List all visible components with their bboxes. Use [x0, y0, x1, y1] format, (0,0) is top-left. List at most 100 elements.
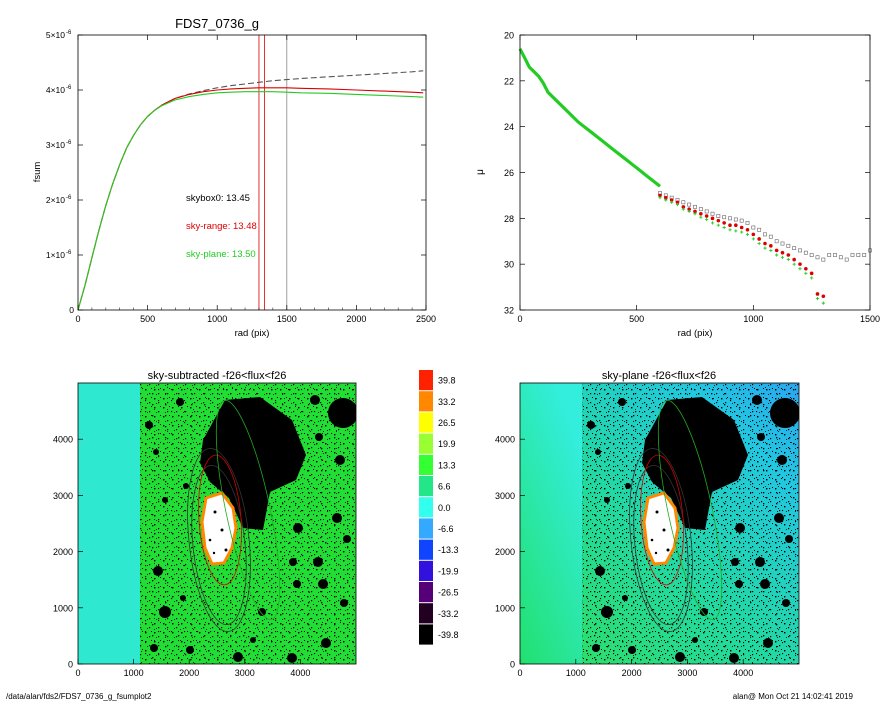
chart-title: FDS7_0736_g: [175, 16, 259, 31]
x-tick-label: 1000: [207, 314, 227, 324]
data-point-sky0: [821, 257, 826, 262]
y-tick-label: 28: [504, 214, 514, 224]
core-dots: [208, 510, 228, 555]
data-point-sky-range: [786, 253, 791, 257]
annotation-sky-range: sky-range: 13.48: [186, 221, 257, 232]
image-frame: [77, 382, 357, 665]
data-point-sky0: [809, 253, 814, 257]
data-point-sky0: [704, 209, 709, 214]
y-tick-label: 2×10: [46, 195, 65, 205]
data-point-sky0: [722, 215, 727, 220]
data-point-sky-plane: [699, 215, 703, 219]
y-tick-label: 1000: [495, 603, 515, 613]
galaxy-mask: [200, 397, 306, 530]
y-tick-label: 26: [504, 168, 514, 178]
data-point-sky-plane: [792, 262, 796, 266]
galaxy-mask: [642, 397, 748, 530]
data-point-sky0: [862, 253, 867, 257]
data-point-sky0: [792, 246, 797, 251]
data-point-sky-range: [734, 223, 738, 228]
colorbar-label: -39.8: [438, 630, 459, 640]
data-point-sky-range: [769, 244, 773, 248]
x-tick-label: 0: [517, 668, 522, 678]
data-point-sky-range: [798, 262, 802, 266]
series-line-1: [77, 87, 424, 311]
axis-ticks: 0 500 1000 1500 20 22 24 26 28 30 32: [504, 31, 880, 325]
data-point-sky0: [710, 211, 715, 216]
x-tick-label: 2500: [416, 314, 436, 324]
data-point-sky-plane: [693, 212, 697, 216]
y-axis-label: μ: [475, 169, 486, 175]
colorbar-label: 0.0: [438, 503, 451, 513]
colorbar-label: -6.6: [438, 524, 454, 534]
axis-ticks: 0 1000 2000 3000 4000 0 1000 2000 3000 4000: [495, 435, 753, 678]
plot-area: [77, 35, 424, 311]
data-point-sky0: [733, 217, 738, 222]
data-point-sky0: [827, 253, 832, 257]
data-point-sky-range: [675, 200, 680, 205]
x-tick-label: 0: [517, 314, 522, 324]
data-point-sky-plane: [687, 209, 691, 214]
data-point-sky0: [780, 241, 785, 246]
data-point-sky-range: [704, 214, 709, 218]
data-point-sky0: [757, 227, 762, 232]
y-tick-exponent: -6: [66, 195, 72, 201]
data-point-sky-range: [774, 248, 779, 253]
sky-plane-image: sky-plane -f26<flux<f26: [495, 370, 800, 678]
data-point-sky-range: [792, 257, 796, 262]
uncovered-strip: [78, 383, 140, 664]
colorbar-label: -26.5: [438, 588, 459, 598]
x-tick-label: 1500: [277, 314, 297, 324]
data-point-sky0: [838, 255, 843, 260]
y-tick-label: 20: [504, 31, 514, 41]
colorbar-label: 39.8: [438, 376, 456, 386]
data-point-sky0: [681, 200, 686, 205]
series-line-2: [77, 91, 424, 311]
colorbar-swatch: [419, 454, 433, 475]
data-point-sky-plane: [821, 301, 825, 305]
data-point-sky-plane: [710, 221, 715, 225]
plot-frame: [77, 34, 427, 311]
x-tick-label: 1000: [743, 314, 763, 324]
data-point-sky-plane: [722, 225, 726, 230]
data-point-sky-plane: [745, 232, 750, 236]
y-tick-exponent: -6: [66, 30, 72, 36]
data-point-sky0: [844, 257, 849, 262]
data-point-sky0: [815, 255, 820, 260]
data-point-sky0: [763, 232, 767, 237]
data-point-sky-plane: [798, 267, 802, 271]
colorbar-swatch: [419, 476, 433, 497]
data-point-sky-range: [821, 294, 826, 299]
y-tick-label: 0: [68, 660, 73, 670]
colorbar-swatch: [419, 391, 433, 412]
data-point-sky-plane: [705, 217, 709, 222]
data-point-sky0: [856, 253, 861, 257]
colorbar-label: 26.5: [438, 418, 456, 428]
data-point-sky-plane: [775, 253, 779, 257]
x-tick-label: 3000: [235, 668, 255, 678]
y-tick-label: 30: [504, 260, 514, 270]
data-point-sky-range: [763, 241, 767, 246]
plot-frame: [519, 34, 871, 311]
data-point-sky-plane: [728, 228, 732, 232]
mu-profile-chart: 0 500 1000 1500 20 22 24 26 28 30 32 rad (pix) μ: [475, 31, 880, 340]
data-point-sky-plane: [716, 223, 720, 227]
y-tick-label: 1×10: [46, 250, 65, 260]
masked-sources: [587, 395, 799, 663]
data-point-sky-plane: [757, 241, 761, 246]
y-tick-label: 1000: [53, 603, 73, 613]
y-tick-label: 3000: [53, 491, 73, 501]
colorbar-swatch: [419, 497, 433, 518]
colorbar-label: 6.6: [438, 482, 451, 492]
footer-path: /data/alan/fds2/FDS7_0736_g_fsumplot2: [6, 692, 152, 701]
colorbar-label: 33.2: [438, 397, 456, 407]
colorbar-label: -33.2: [438, 609, 459, 619]
data-point-sky-range: [815, 292, 820, 296]
data-point-sky-range: [804, 266, 808, 271]
data-point-sky0: [803, 250, 808, 255]
data-point-sky-plane: [810, 276, 814, 280]
y-tick-label: 3×10: [46, 140, 65, 150]
y-tick-label: 2000: [495, 547, 515, 557]
y-tick-label: 0: [69, 305, 74, 315]
x-tick-label: 2000: [346, 314, 366, 324]
